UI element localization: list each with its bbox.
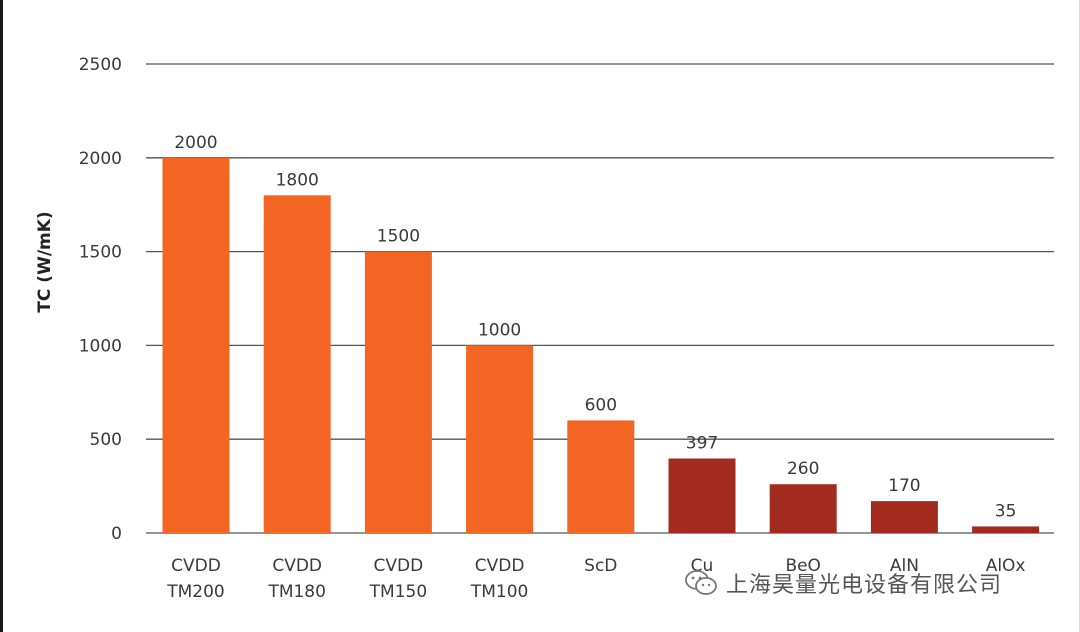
bar xyxy=(162,157,230,534)
watermark-text: 上海昊量光电设备有限公司 xyxy=(726,573,1003,598)
x-tick-label: CVDD xyxy=(475,556,525,576)
watermark: 上海昊量光电设备有限公司 xyxy=(684,566,1002,600)
bar xyxy=(769,484,837,533)
bar xyxy=(263,195,331,533)
value-labels: 2000 1800 1500 1000 600 397 260 170 35 xyxy=(174,133,1016,522)
wechat-icon xyxy=(685,570,717,595)
x-tick-label: AlOx xyxy=(986,556,1026,576)
left-border xyxy=(0,0,3,632)
y-tick-label: 1500 xyxy=(79,243,122,263)
data-label: 1000 xyxy=(478,320,521,340)
x-tick-label: CVDD xyxy=(171,556,221,576)
x-tick-label: TM150 xyxy=(369,582,428,602)
y-tick-label: 500 xyxy=(90,430,122,450)
x-tick-label: TM180 xyxy=(267,582,326,602)
data-label: 2000 xyxy=(174,133,217,153)
bar xyxy=(567,420,635,533)
bar xyxy=(364,251,432,533)
y-tick-label: 2500 xyxy=(79,55,122,75)
y-tick-labels: 0 500 1000 1500 2000 2500 xyxy=(79,55,122,544)
y-tick-label: 0 xyxy=(111,524,122,544)
y-tick-label: 1000 xyxy=(79,336,122,356)
data-label: 1800 xyxy=(276,170,319,190)
x-tick-label: TM100 xyxy=(470,582,529,602)
data-label: 260 xyxy=(787,459,819,479)
y-axis-label: TC (W/mK) xyxy=(35,211,55,312)
x-tick-label: TM200 xyxy=(166,582,225,602)
bar xyxy=(466,345,534,533)
y-tick-label: 2000 xyxy=(79,149,122,169)
data-label: 397 xyxy=(686,434,718,454)
x-tick-label: AlN xyxy=(890,556,919,576)
x-tick-label: BeO xyxy=(785,556,821,576)
bars xyxy=(162,157,1040,534)
bar xyxy=(668,458,736,533)
data-label: 35 xyxy=(995,501,1017,521)
bar xyxy=(870,501,938,533)
data-label: 170 xyxy=(888,476,920,496)
data-label: 600 xyxy=(585,395,617,415)
x-tick-label: CVDD xyxy=(272,556,322,576)
data-label: 1500 xyxy=(377,227,420,247)
x-tick-label: CVDD xyxy=(374,556,424,576)
x-tick-label: ScD xyxy=(584,556,617,576)
bar xyxy=(972,526,1040,533)
